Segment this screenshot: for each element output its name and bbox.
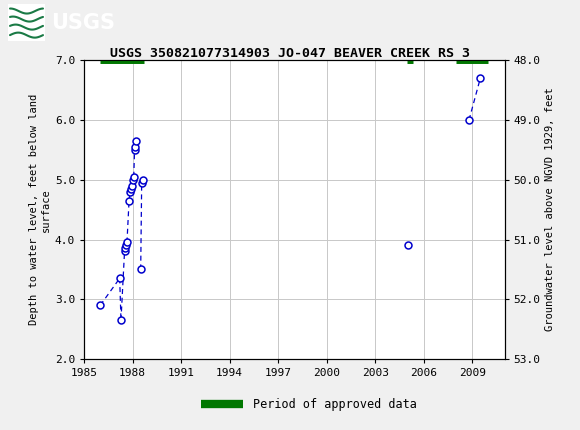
Text: Period of approved data: Period of approved data	[253, 398, 418, 411]
Y-axis label: Groundwater level above NGVD 1929, feet: Groundwater level above NGVD 1929, feet	[545, 88, 555, 332]
Text: USGS: USGS	[51, 13, 115, 33]
Text: USGS 350821077314903 JO-047 BEAVER CREEK RS 3: USGS 350821077314903 JO-047 BEAVER CREEK…	[110, 47, 470, 60]
Y-axis label: Depth to water level, feet below land
surface: Depth to water level, feet below land su…	[29, 94, 50, 325]
Bar	[8, 4, 45, 41]
